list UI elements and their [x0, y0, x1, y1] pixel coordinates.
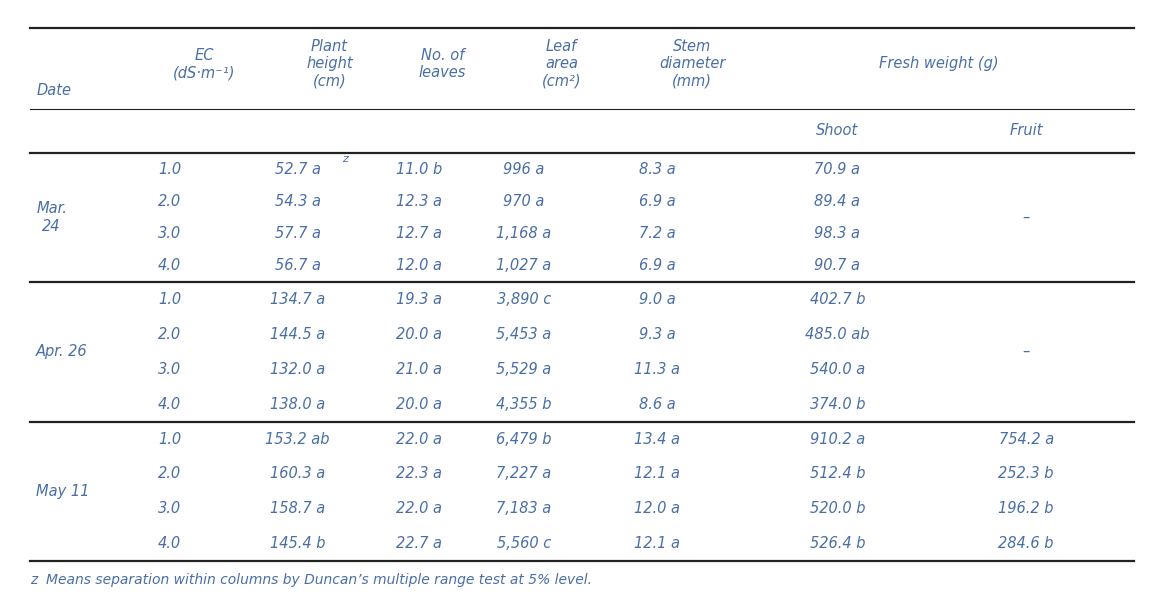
Text: 6.9 a: 6.9 a [639, 258, 676, 273]
Text: 22.7 a: 22.7 a [397, 536, 442, 550]
Text: 754.2 a: 754.2 a [999, 432, 1053, 447]
Text: 22.3 a: 22.3 a [397, 466, 442, 482]
Text: 1.0: 1.0 [158, 162, 182, 177]
Text: 21.0 a: 21.0 a [397, 362, 442, 377]
Text: 20.0 a: 20.0 a [397, 326, 442, 341]
Text: 12.1 a: 12.1 a [634, 466, 681, 482]
Text: z: z [342, 154, 348, 164]
Text: 512.4 b: 512.4 b [810, 466, 865, 482]
Text: 1.0: 1.0 [158, 432, 182, 447]
Text: 54.3 a: 54.3 a [275, 194, 320, 209]
Text: May 11: May 11 [36, 483, 90, 499]
Text: 970 a: 970 a [503, 194, 545, 209]
Text: 56.7 a: 56.7 a [275, 258, 320, 273]
Text: 22.0 a: 22.0 a [397, 501, 442, 516]
Text: Apr. 26: Apr. 26 [36, 344, 87, 359]
Text: 89.4 a: 89.4 a [815, 194, 860, 209]
Text: Mar.
24: Mar. 24 [36, 201, 68, 234]
Text: 3.0: 3.0 [158, 501, 182, 516]
Text: 8.3 a: 8.3 a [639, 162, 676, 177]
Text: 2.0: 2.0 [158, 326, 182, 341]
Text: 132.0 a: 132.0 a [270, 362, 325, 377]
Text: 7,183 a: 7,183 a [496, 501, 552, 516]
Text: 19.3 a: 19.3 a [397, 292, 442, 307]
Text: 196.2 b: 196.2 b [999, 501, 1053, 516]
Text: 4.0: 4.0 [158, 397, 182, 412]
Text: 526.4 b: 526.4 b [810, 536, 865, 550]
Text: 160.3 a: 160.3 a [270, 466, 325, 482]
Text: 996 a: 996 a [503, 162, 545, 177]
Text: 11.0 b: 11.0 b [396, 162, 442, 177]
Text: 3.0: 3.0 [158, 226, 182, 241]
Text: 52.7 a: 52.7 a [275, 162, 320, 177]
Text: Plant
height
(cm): Plant height (cm) [306, 39, 353, 89]
Text: 70.9 a: 70.9 a [815, 162, 860, 177]
Text: Fruit: Fruit [1009, 123, 1043, 138]
Text: 22.0 a: 22.0 a [397, 432, 442, 447]
Text: 8.6 a: 8.6 a [639, 397, 676, 412]
Text: 1,027 a: 1,027 a [496, 258, 552, 273]
Text: 144.5 a: 144.5 a [270, 326, 325, 341]
Text: Fresh weight (g): Fresh weight (g) [879, 56, 999, 71]
Text: 4.0: 4.0 [158, 536, 182, 550]
Text: 12.7 a: 12.7 a [397, 226, 442, 241]
Text: 11.3 a: 11.3 a [634, 362, 681, 377]
Text: 5,453 a: 5,453 a [496, 326, 552, 341]
Text: 12.0 a: 12.0 a [634, 501, 681, 516]
Text: 9.0 a: 9.0 a [639, 292, 676, 307]
Text: 158.7 a: 158.7 a [270, 501, 325, 516]
Text: z  Means separation within columns by Duncan’s multiple range test at 5% level.: z Means separation within columns by Dun… [30, 573, 592, 587]
Text: 1,168 a: 1,168 a [496, 226, 552, 241]
Text: 540.0 a: 540.0 a [810, 362, 865, 377]
Text: 134.7 a: 134.7 a [270, 292, 325, 307]
Text: No. of
leaves: No. of leaves [419, 48, 467, 80]
Text: 98.3 a: 98.3 a [815, 226, 860, 241]
Text: 12.1 a: 12.1 a [634, 536, 681, 550]
Text: 7.2 a: 7.2 a [639, 226, 676, 241]
Text: Leaf
area
(cm²): Leaf area (cm²) [542, 39, 582, 89]
Text: 12.0 a: 12.0 a [397, 258, 442, 273]
Text: 153.2 ab: 153.2 ab [265, 432, 329, 447]
Text: 910.2 a: 910.2 a [810, 432, 865, 447]
Text: EC
(dS·m⁻¹): EC (dS·m⁻¹) [173, 48, 236, 80]
Text: 9.3 a: 9.3 a [639, 326, 676, 341]
Text: –: – [1022, 344, 1030, 359]
Text: 138.0 a: 138.0 a [270, 397, 325, 412]
Text: 145.4 b: 145.4 b [270, 536, 325, 550]
Text: 5,560 c: 5,560 c [497, 536, 551, 550]
Text: 520.0 b: 520.0 b [810, 501, 865, 516]
Text: 4.0: 4.0 [158, 258, 182, 273]
Text: –: – [1022, 210, 1030, 225]
Text: 252.3 b: 252.3 b [999, 466, 1053, 482]
Text: 402.7 b: 402.7 b [810, 292, 865, 307]
Text: 2.0: 2.0 [158, 466, 182, 482]
Text: 6,479 b: 6,479 b [496, 432, 552, 447]
Text: 7,227 a: 7,227 a [496, 466, 552, 482]
Text: Stem
diameter
(mm): Stem diameter (mm) [659, 39, 725, 89]
Text: 6.9 a: 6.9 a [639, 194, 676, 209]
Text: 5,529 a: 5,529 a [496, 362, 552, 377]
Text: 20.0 a: 20.0 a [397, 397, 442, 412]
Text: 90.7 a: 90.7 a [815, 258, 860, 273]
Text: 3.0: 3.0 [158, 362, 182, 377]
Text: 1.0: 1.0 [158, 292, 182, 307]
Text: 3,890 c: 3,890 c [497, 292, 551, 307]
Text: Date: Date [36, 83, 71, 98]
Text: 374.0 b: 374.0 b [810, 397, 865, 412]
Text: 485.0 ab: 485.0 ab [805, 326, 870, 341]
Text: 4,355 b: 4,355 b [496, 397, 552, 412]
Text: 12.3 a: 12.3 a [397, 194, 442, 209]
Text: 2.0: 2.0 [158, 194, 182, 209]
Text: Shoot: Shoot [816, 123, 859, 138]
Text: 13.4 a: 13.4 a [634, 432, 681, 447]
Text: 57.7 a: 57.7 a [275, 226, 320, 241]
Text: 284.6 b: 284.6 b [999, 536, 1053, 550]
